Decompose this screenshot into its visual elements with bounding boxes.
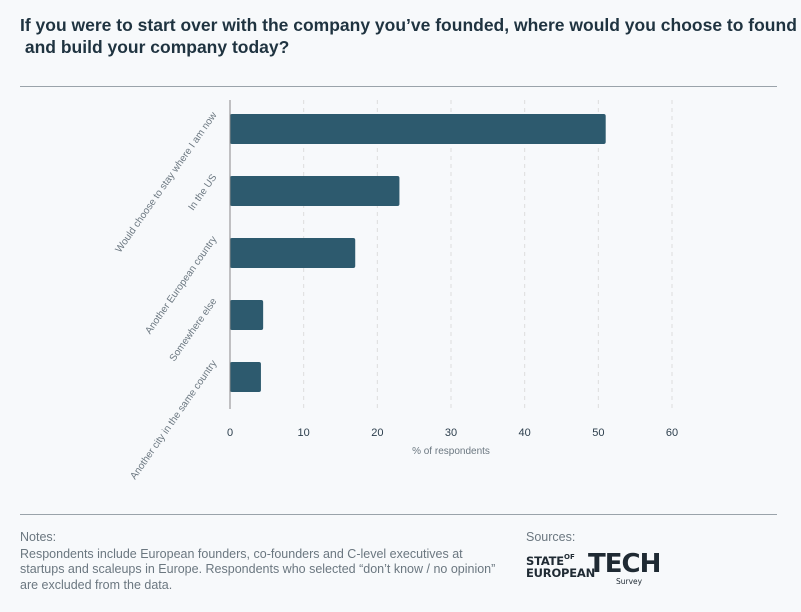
bottom-divider	[20, 514, 777, 515]
bar-3	[230, 300, 264, 330]
notes-label: Notes:	[20, 530, 57, 544]
logo-tech-text: TECH	[588, 549, 661, 579]
category-label-3: Somewhere else	[168, 296, 220, 364]
chart-title-line-2: and build your company today?	[20, 37, 290, 57]
bar-0	[230, 114, 606, 144]
logo-state-text: STATE	[526, 554, 564, 568]
notes-text: Respondents include European founders, c…	[20, 546, 496, 592]
bar-2	[230, 238, 356, 268]
sources-label: Sources:	[526, 530, 576, 544]
bar-4	[230, 362, 261, 392]
x-tick-label-50: 50	[592, 427, 604, 439]
category-label-1: In the US	[187, 172, 220, 213]
logo-of-text: OF	[564, 553, 575, 561]
logo-survey-text: Survey	[616, 577, 643, 586]
chart-title: If you were to start over with the compa…	[20, 14, 797, 58]
x-tick-label-0: 0	[227, 427, 233, 439]
category-label-2: Another European country	[143, 234, 219, 336]
x-tick-label-30: 30	[445, 427, 457, 439]
x-tick-label-40: 40	[519, 427, 531, 439]
x-axis-title: % of respondents	[412, 446, 490, 457]
notes-block: Notes: Respondents include European foun…	[20, 530, 500, 593]
state-of-european-tech-logo: STATE OF EUROPEAN TECH Survey	[526, 550, 661, 588]
x-tick-label-20: 20	[371, 427, 383, 439]
chart-title-line-1: If you were to start over with the compa…	[20, 15, 797, 35]
top-divider	[20, 86, 777, 87]
x-tick-label-10: 10	[298, 427, 310, 439]
category-label-4: Another city in the same country	[129, 358, 220, 481]
x-tick-label-60: 60	[666, 427, 678, 439]
logo-european-text: EUROPEAN	[526, 566, 596, 580]
bar-1	[230, 176, 400, 206]
